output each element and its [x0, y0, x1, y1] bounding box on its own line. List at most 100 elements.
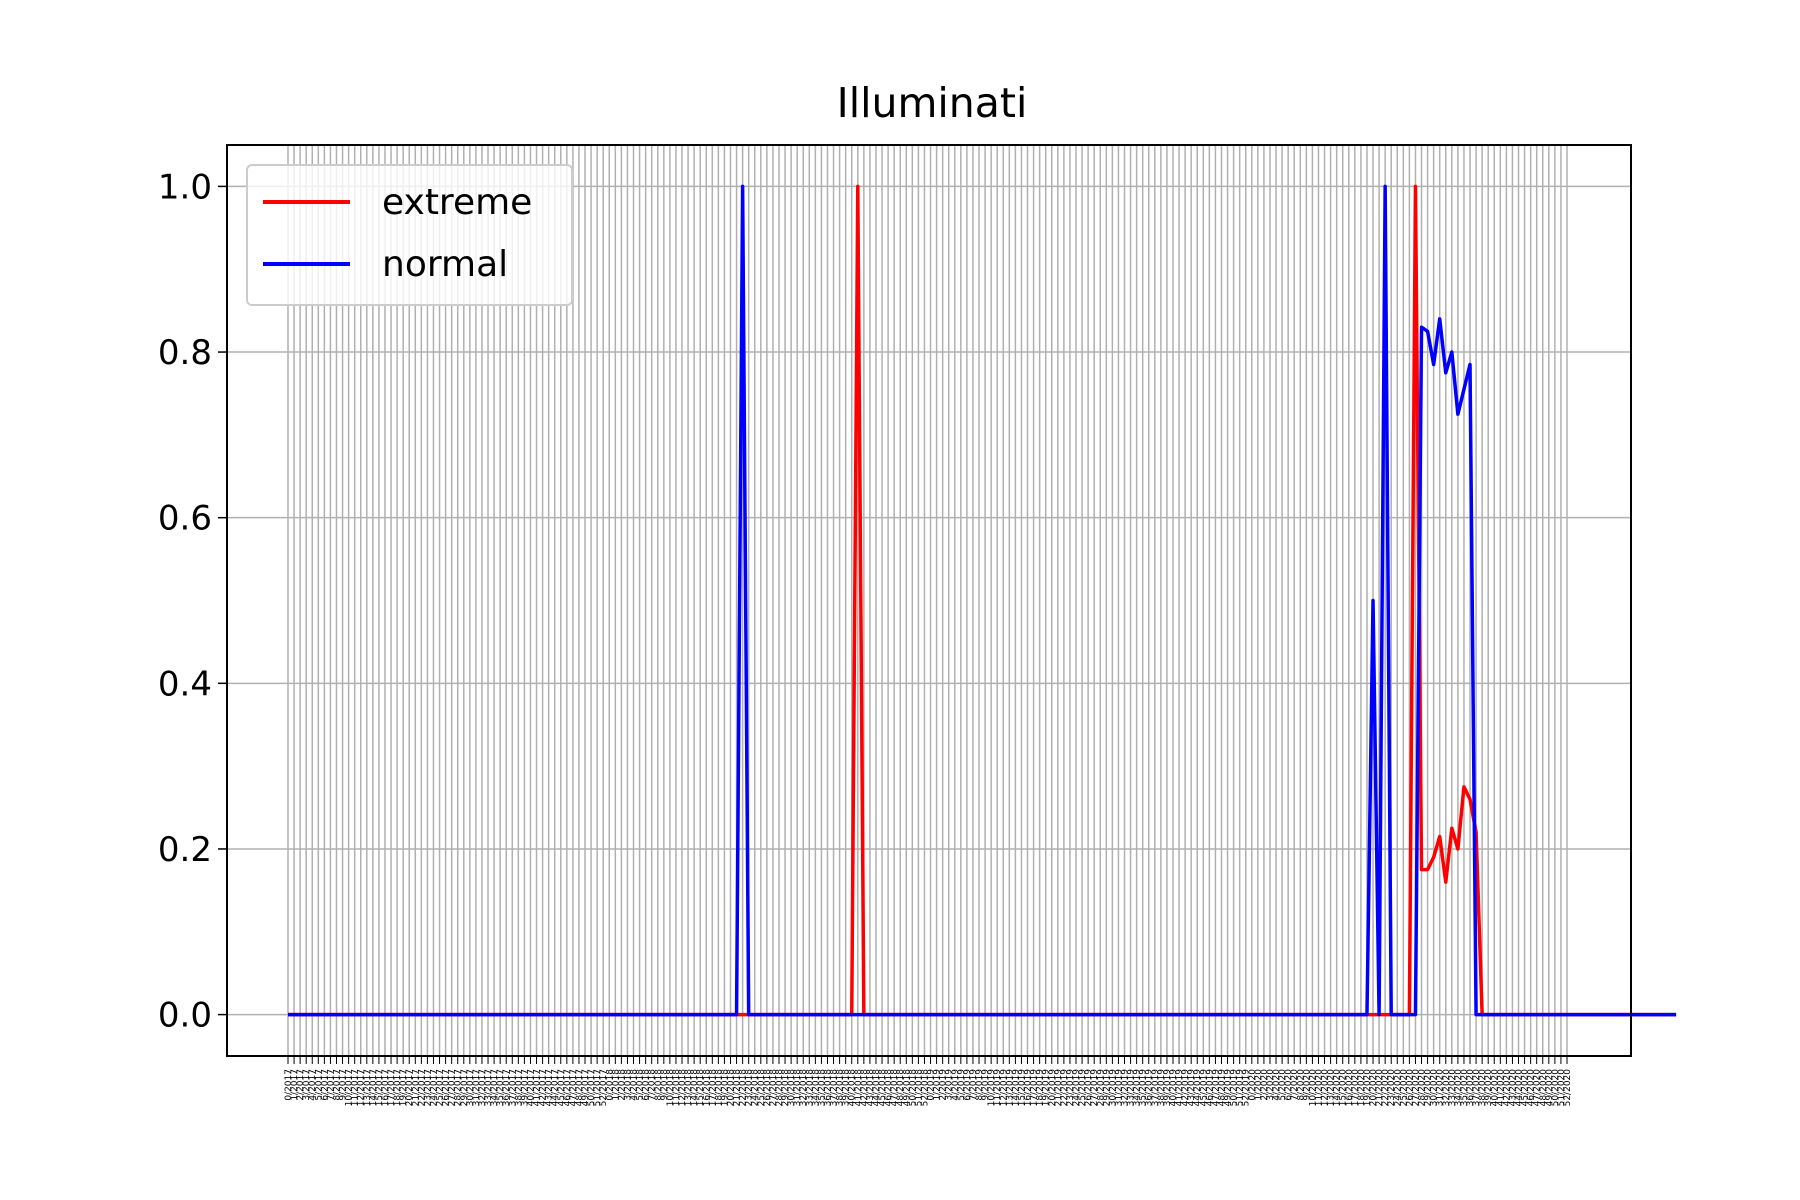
- x-tick-label: 28/2018: [775, 1069, 785, 1107]
- x-tick-label: 38/2018: [836, 1069, 846, 1107]
- x-tick-label: 46/2018: [884, 1069, 894, 1107]
- x-tick-label: 51/2018: [914, 1069, 924, 1107]
- x-tick-label: 24/2020: [1393, 1069, 1403, 1107]
- x-tick-label: 8/2019: [975, 1069, 985, 1101]
- x-tick-label: 40/2017: [526, 1069, 536, 1106]
- x-tick-label: 45/2020: [1521, 1069, 1531, 1107]
- x-tick-label: 2/2020: [1260, 1069, 1270, 1101]
- x-tick-label: 28/2017: [454, 1069, 464, 1106]
- x-tick-label: 23/2019: [1066, 1069, 1076, 1107]
- x-tick-label: 31/2020: [1436, 1069, 1446, 1107]
- y-tick-label: 0.2: [158, 830, 212, 870]
- x-tick-label: 12/2018: [678, 1069, 688, 1107]
- x-tick-label: 26/2017: [442, 1069, 452, 1106]
- y-axis: 0.0 0.2 0.4 0.6 0.8 1.0: [158, 167, 227, 1036]
- x-tick-label: 22/2019: [1060, 1069, 1070, 1107]
- x-tick-label: 22/2020: [1381, 1069, 1391, 1107]
- x-tick-label: 3/2018: [623, 1069, 633, 1101]
- x-tick-label: 34/2017: [490, 1069, 500, 1106]
- x-tick-label: 44/2019: [1193, 1069, 1203, 1107]
- x-tick-label: 21/2017: [411, 1069, 421, 1106]
- x-tick-label: 51/2017: [593, 1069, 603, 1106]
- x-tick-label: 32/2018: [799, 1069, 809, 1107]
- x-tick-label: 44/2018: [872, 1069, 882, 1107]
- x-tick-label: 44/2017: [551, 1069, 561, 1106]
- x-tick-label: 15/2019: [1017, 1069, 1027, 1107]
- x-tick-label: 34/2018: [811, 1069, 821, 1107]
- x-tick-label: 11/2019: [993, 1069, 1003, 1107]
- x-tick-label: 33/2020: [1448, 1069, 1458, 1107]
- x-tick-label: 1/2019: [933, 1069, 943, 1101]
- chart-title: Illuminati: [837, 79, 1028, 127]
- y-tick-label: 0.8: [158, 333, 212, 373]
- x-tick-label: 37/2017: [508, 1069, 518, 1106]
- x-tick-label: 36/2017: [502, 1069, 512, 1106]
- x-tick-label: 45/2019: [1199, 1069, 1209, 1107]
- x-tick-label: 17/2017: [387, 1069, 397, 1106]
- y-tick-label: 0.0: [158, 996, 212, 1036]
- x-tick-label: 32/2019: [1121, 1069, 1131, 1107]
- x-tick-label: 41/2019: [1175, 1069, 1185, 1107]
- x-tick-label: 13/2019: [1005, 1069, 1015, 1107]
- x-tick-label: 5/2018: [636, 1069, 646, 1101]
- x-tick-label: 30/2019: [1108, 1069, 1118, 1107]
- x-tick-label: 19/2019: [1042, 1069, 1052, 1107]
- x-tick-label: 43/2020: [1508, 1069, 1518, 1107]
- x-tick-label: 35/2019: [1139, 1069, 1149, 1107]
- x-tick-label: 27/2018: [769, 1069, 779, 1107]
- x-tick-label: 30/2017: [466, 1069, 476, 1106]
- x-tick-label: 41/2020: [1496, 1069, 1506, 1107]
- plot-area-frame: [226, 144, 1632, 1057]
- x-tick-label: 24/2017: [429, 1069, 439, 1106]
- x-tick-label: 45/2018: [878, 1069, 888, 1107]
- x-tick-label: 8/2018: [654, 1069, 664, 1101]
- x-tick-label: 27/2017: [448, 1069, 458, 1106]
- x-tick-label: 15/2020: [1339, 1069, 1349, 1107]
- x-tick-label: 16/2018: [702, 1069, 712, 1107]
- x-tick-label: 5/2020: [1278, 1069, 1288, 1101]
- x-tick-label: 14/2020: [1333, 1069, 1343, 1107]
- y-tick-label: 0.4: [158, 664, 212, 704]
- x-tick-label: 33/2017: [484, 1069, 494, 1106]
- x-tick-label: 47/2017: [569, 1069, 579, 1106]
- x-tick-label: 49/2020: [1545, 1069, 1555, 1107]
- x-tick-label: 5/2017: [314, 1069, 324, 1101]
- x-tick-label: 24/2018: [751, 1069, 761, 1107]
- x-tick-label: 36/2018: [823, 1069, 833, 1107]
- x-tick-label: 39/2018: [842, 1069, 852, 1107]
- x-tick-label: 8/2020: [1296, 1069, 1306, 1101]
- x-tick-label: 48/2018: [896, 1069, 906, 1107]
- x-tick-label: 29/2020: [1424, 1069, 1434, 1107]
- x-tick-label: 29/2018: [781, 1069, 791, 1107]
- x-tick-label: 18/2020: [1357, 1069, 1367, 1107]
- x-tick-label: 21/2019: [1054, 1069, 1064, 1107]
- x-tick-label: 27/2020: [1411, 1069, 1421, 1107]
- x-tick-label: 16/2020: [1345, 1069, 1355, 1107]
- legend-label-extreme: extreme: [382, 182, 532, 223]
- x-tick-label: 50/2020: [1551, 1069, 1561, 1107]
- x-tick-label: 19/2017: [399, 1069, 409, 1106]
- x-tick-label: 46/2017: [563, 1069, 573, 1106]
- series-line-extreme: [288, 184, 1677, 1017]
- x-tick-label: 3/2020: [1266, 1069, 1276, 1101]
- x-tick-label: 38/2017: [514, 1069, 524, 1106]
- x-tick-label: 33/2019: [1127, 1069, 1137, 1107]
- x-tick-label: 20/2020: [1369, 1069, 1379, 1107]
- x-tick-label: 42/2017: [539, 1069, 549, 1106]
- x-tick-label: 16/2019: [1024, 1069, 1034, 1107]
- x-tick-label: 40/2020: [1490, 1069, 1500, 1107]
- y-tick-label: 1.0: [158, 167, 212, 207]
- x-tick-label: 6/2019: [963, 1069, 973, 1101]
- x-tick-label: 43/2017: [545, 1069, 555, 1106]
- x-tick-label: 33/2018: [805, 1069, 815, 1107]
- x-tick-label: 13/2017: [363, 1069, 373, 1106]
- x-tick-label: 15/2018: [696, 1069, 706, 1107]
- x-tick-label: 0/2020: [1248, 1069, 1258, 1101]
- x-tick-label: 25/2018: [757, 1069, 767, 1107]
- x-tick-label: 10/2018: [666, 1069, 676, 1107]
- x-tick-label: 10/2020: [1308, 1069, 1318, 1107]
- x-tick-label: 48/2017: [575, 1069, 585, 1106]
- x-tick-label: 51/2020: [1557, 1069, 1567, 1107]
- x-tick-label: 23/2018: [745, 1069, 755, 1107]
- x-tick-label: 0/2018: [605, 1069, 615, 1101]
